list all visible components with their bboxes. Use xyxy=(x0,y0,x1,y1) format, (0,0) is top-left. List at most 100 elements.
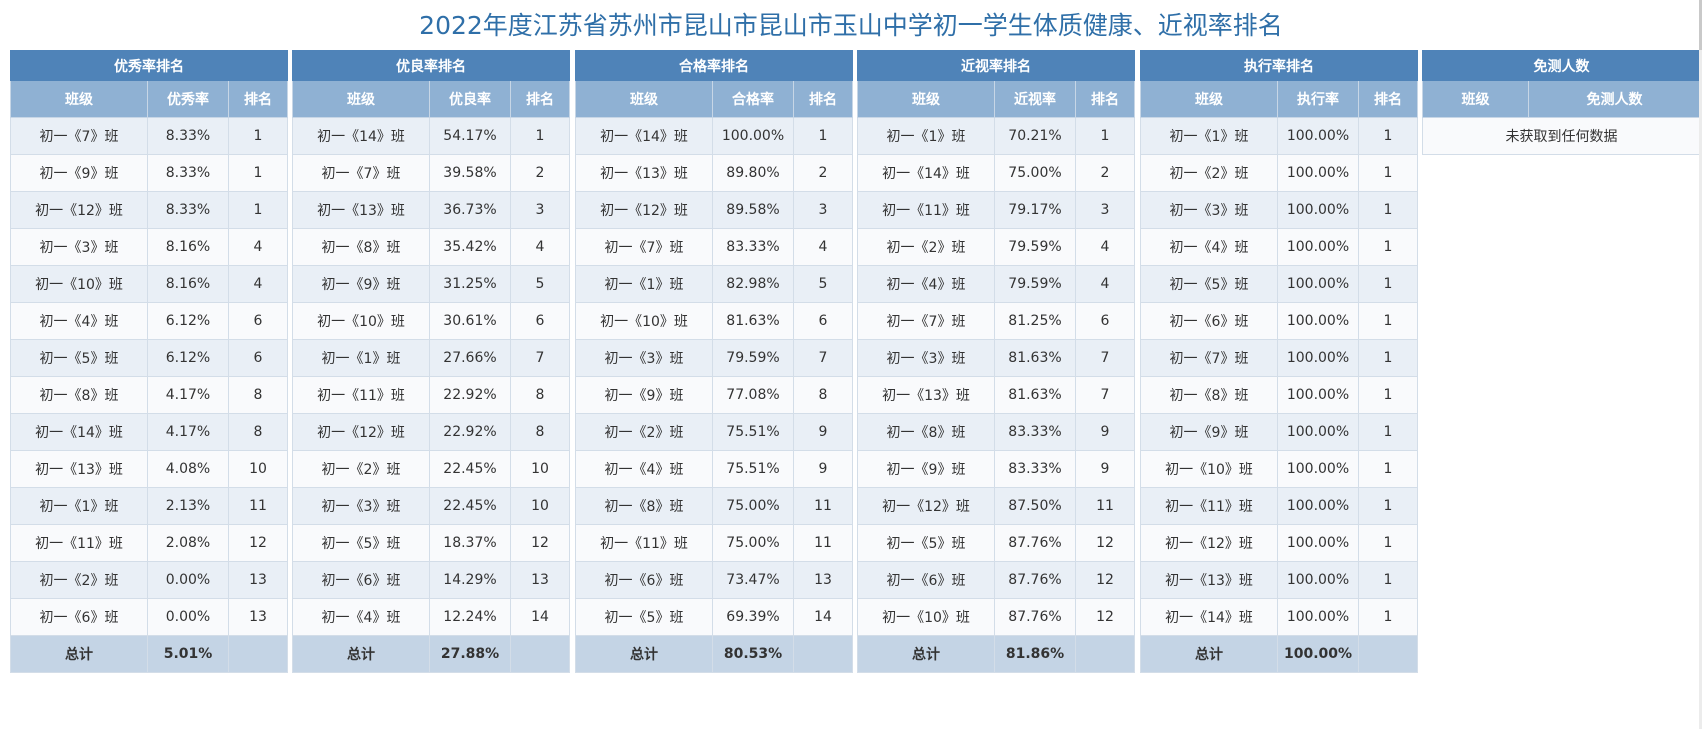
good-rate-table: 优良率排名 班级 优良率 排名 初一《14》班 54.17% 1 初一《7》班 39.58% 2 初… xyxy=(291,50,571,673)
column-header-rate[interactable]: 优秀率 xyxy=(147,80,229,118)
rate-cell: 81.63% xyxy=(994,339,1076,377)
rate-cell: 87.50% xyxy=(994,487,1076,525)
column-header-class[interactable]: 班级 xyxy=(10,80,148,118)
rank-cell: 4 xyxy=(227,265,289,303)
table-row: 初一《4》班 6.12% 6 xyxy=(10,302,289,340)
class-cell: 初一《4》班 xyxy=(575,450,713,488)
rank-cell: 1 xyxy=(1357,413,1419,451)
rate-cell: 14.29% xyxy=(429,561,511,599)
rate-cell: 22.92% xyxy=(429,376,511,414)
class-cell: 初一《6》班 xyxy=(575,561,713,599)
rate-cell: 8.33% xyxy=(147,154,229,192)
table-row: 初一《10》班 8.16% 4 xyxy=(10,265,289,303)
rate-cell: 87.76% xyxy=(994,598,1076,636)
rate-cell: 100.00% xyxy=(1277,339,1359,377)
rank-cell: 6 xyxy=(227,339,289,377)
rate-cell: 81.63% xyxy=(712,302,794,340)
class-cell: 初一《1》班 xyxy=(857,117,995,155)
class-cell: 初一《13》班 xyxy=(857,376,995,414)
class-cell: 初一《8》班 xyxy=(1140,376,1278,414)
table-row: 初一《8》班 83.33% 9 xyxy=(857,413,1136,451)
total-label: 总计 xyxy=(292,635,430,673)
class-cell: 初一《12》班 xyxy=(575,191,713,229)
rate-cell: 6.12% xyxy=(147,302,229,340)
class-cell: 初一《11》班 xyxy=(10,524,148,562)
rate-cell: 8.33% xyxy=(147,117,229,155)
scrollbar-thumb[interactable] xyxy=(1699,0,1702,50)
column-header-rate[interactable]: 执行率 xyxy=(1277,80,1359,118)
rank-cell: 13 xyxy=(227,561,289,599)
rate-cell: 4.08% xyxy=(147,450,229,488)
total-value: 5.01% xyxy=(147,635,229,673)
total-label: 总计 xyxy=(10,635,148,673)
excellent-rate-table: 优秀率排名 班级 优秀率 排名 初一《7》班 8.33% 1 初一《9》班 8.33% 1 初一《1… xyxy=(9,50,289,673)
rank-cell: 8 xyxy=(509,376,571,414)
column-header-rank[interactable]: 排名 xyxy=(1074,80,1136,118)
table-row: 初一《5》班 87.76% 12 xyxy=(857,524,1136,562)
class-cell: 初一《13》班 xyxy=(10,450,148,488)
rank-cell: 4 xyxy=(509,228,571,266)
table-row: 初一《14》班 100.00% 1 xyxy=(1140,598,1419,636)
rank-cell: 13 xyxy=(227,598,289,636)
table-row: 初一《3》班 22.45% 10 xyxy=(292,487,571,525)
column-header-rank[interactable]: 排名 xyxy=(792,80,854,118)
table-row: 初一《2》班 0.00% 13 xyxy=(10,561,289,599)
vertical-scrollbar[interactable] xyxy=(1699,0,1702,729)
class-cell: 初一《12》班 xyxy=(1140,524,1278,562)
class-cell: 初一《4》班 xyxy=(857,265,995,303)
rank-cell: 4 xyxy=(1074,265,1136,303)
rate-cell: 83.33% xyxy=(712,228,794,266)
table-row: 初一《2》班 79.59% 4 xyxy=(857,228,1136,266)
table-row: 初一《10》班 81.63% 6 xyxy=(575,302,854,340)
class-cell: 初一《11》班 xyxy=(292,376,430,414)
column-header-rank[interactable]: 排名 xyxy=(227,80,289,118)
total-value: 27.88% xyxy=(429,635,511,673)
class-cell: 初一《9》班 xyxy=(10,154,148,192)
column-header-class[interactable]: 班级 xyxy=(575,80,713,118)
total-rank-empty xyxy=(227,635,289,673)
table-row: 初一《8》班 75.00% 11 xyxy=(575,487,854,525)
rank-cell: 1 xyxy=(1357,524,1419,562)
total-row: 总计 27.88% xyxy=(292,635,571,673)
column-header-class[interactable]: 班级 xyxy=(857,80,995,118)
column-header-rate[interactable]: 近视率 xyxy=(994,80,1076,118)
column-header-class[interactable]: 班级 xyxy=(1422,80,1529,118)
class-cell: 初一《6》班 xyxy=(857,561,995,599)
rate-cell: 100.00% xyxy=(712,117,794,155)
rate-cell: 100.00% xyxy=(1277,302,1359,340)
table-row: 初一《1》班 82.98% 5 xyxy=(575,265,854,303)
table-row: 初一《11》班 79.17% 3 xyxy=(857,191,1136,229)
rank-cell: 3 xyxy=(1074,191,1136,229)
table-row: 初一《5》班 100.00% 1 xyxy=(1140,265,1419,303)
rank-cell: 13 xyxy=(792,561,854,599)
rate-cell: 18.37% xyxy=(429,524,511,562)
total-value: 81.86% xyxy=(994,635,1076,673)
total-rank-empty xyxy=(792,635,854,673)
column-header-rank[interactable]: 排名 xyxy=(509,80,571,118)
rate-cell: 0.00% xyxy=(147,598,229,636)
class-cell: 初一《2》班 xyxy=(1140,154,1278,192)
column-header-rate[interactable]: 合格率 xyxy=(712,80,794,118)
rank-cell: 8 xyxy=(227,376,289,414)
rank-cell: 4 xyxy=(227,228,289,266)
total-row: 总计 80.53% xyxy=(575,635,854,673)
rate-cell: 0.00% xyxy=(147,561,229,599)
page-title: 2022年度江苏省苏州市昆山市昆山市玉山中学初一学生体质健康、近视率排名 xyxy=(419,11,1283,40)
table-row: 初一《11》班 22.92% 8 xyxy=(292,376,571,414)
column-header-class[interactable]: 班级 xyxy=(292,80,430,118)
rate-cell: 30.61% xyxy=(429,302,511,340)
rank-cell: 10 xyxy=(227,450,289,488)
rate-cell: 100.00% xyxy=(1277,117,1359,155)
class-cell: 初一《1》班 xyxy=(1140,117,1278,155)
class-cell: 初一《3》班 xyxy=(292,487,430,525)
class-cell: 初一《9》班 xyxy=(292,265,430,303)
table-row: 初一《3》班 79.59% 7 xyxy=(575,339,854,377)
column-header-rate[interactable]: 优良率 xyxy=(429,80,511,118)
column-header-class[interactable]: 班级 xyxy=(1140,80,1278,118)
rank-cell: 1 xyxy=(227,117,289,155)
table-row: 初一《1》班 27.66% 7 xyxy=(292,339,571,377)
rank-cell: 1 xyxy=(1357,376,1419,414)
rate-cell: 89.58% xyxy=(712,191,794,229)
column-header-exempt-count[interactable]: 免测人数 xyxy=(1528,80,1701,118)
column-header-rank[interactable]: 排名 xyxy=(1357,80,1419,118)
